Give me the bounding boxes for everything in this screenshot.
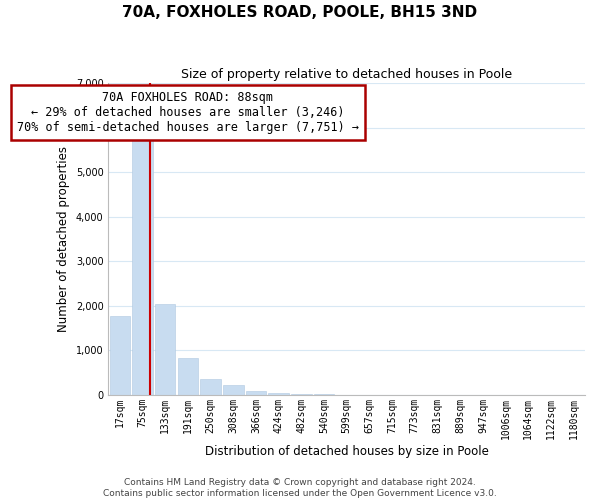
Y-axis label: Number of detached properties: Number of detached properties [58,146,70,332]
Bar [155,304,175,395]
Bar [110,316,130,395]
Bar [314,394,334,395]
Bar [178,358,198,395]
Bar [133,139,153,395]
Bar [200,379,221,395]
Bar [223,385,244,395]
Text: Contains HM Land Registry data © Crown copyright and database right 2024.
Contai: Contains HM Land Registry data © Crown c… [103,478,497,498]
Bar [246,390,266,395]
Bar [291,394,311,395]
Text: 70A, FOXHOLES ROAD, POOLE, BH15 3ND: 70A, FOXHOLES ROAD, POOLE, BH15 3ND [122,5,478,20]
Title: Size of property relative to detached houses in Poole: Size of property relative to detached ho… [181,68,512,80]
Bar [268,392,289,395]
X-axis label: Distribution of detached houses by size in Poole: Distribution of detached houses by size … [205,444,488,458]
Text: 70A FOXHOLES ROAD: 88sqm
← 29% of detached houses are smaller (3,246)
70% of sem: 70A FOXHOLES ROAD: 88sqm ← 29% of detach… [17,91,359,134]
